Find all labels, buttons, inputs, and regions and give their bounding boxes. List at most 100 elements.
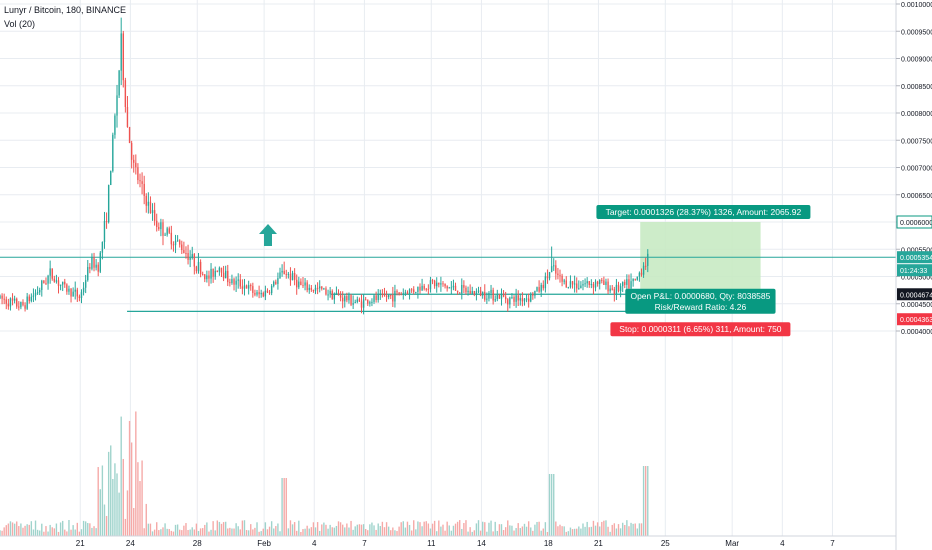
volume-bar bbox=[95, 528, 97, 536]
volume-bar bbox=[396, 531, 398, 536]
volume-bar bbox=[446, 521, 448, 536]
candle bbox=[149, 201, 152, 214]
volume-bar bbox=[5, 525, 7, 536]
time-tick-label: 4 bbox=[780, 539, 785, 548]
candle bbox=[603, 280, 605, 285]
candle bbox=[555, 265, 557, 274]
volume-bar bbox=[369, 524, 371, 536]
volume-indicator-label[interactable]: Vol (20) bbox=[4, 19, 36, 29]
volume-bar bbox=[218, 521, 221, 536]
candle bbox=[339, 295, 342, 298]
volume-bar bbox=[204, 524, 206, 536]
volume-bar bbox=[260, 531, 262, 536]
volume-bar bbox=[118, 492, 120, 536]
volume-bar bbox=[417, 521, 419, 536]
up-arrow-icon[interactable] bbox=[259, 224, 277, 246]
volume-bar bbox=[72, 525, 74, 536]
candle bbox=[30, 296, 33, 302]
candle bbox=[128, 126, 131, 144]
volume-bar bbox=[287, 528, 290, 536]
candle bbox=[193, 254, 196, 267]
volume-bar bbox=[210, 529, 212, 536]
volume-bar bbox=[394, 530, 396, 536]
position-labels: Target: 0.0001326 (28.37%) 1326, Amount:… bbox=[596, 205, 811, 337]
volume-bar bbox=[91, 527, 93, 536]
volume-bar bbox=[268, 526, 271, 536]
price-tick-label: 0.0007500 bbox=[901, 138, 932, 145]
symbol-title[interactable]: Lunyr / Bitcoin, 180, BINANCE bbox=[4, 5, 127, 15]
volume-bar bbox=[76, 522, 79, 536]
candle bbox=[538, 287, 540, 292]
volume-bar bbox=[442, 524, 444, 536]
volume-bar bbox=[467, 531, 469, 536]
volume-bar bbox=[151, 531, 154, 536]
candle bbox=[170, 232, 173, 245]
candle bbox=[360, 301, 363, 308]
volume-bar bbox=[195, 523, 198, 536]
volume-bar bbox=[293, 522, 296, 536]
volume-bar bbox=[130, 442, 133, 536]
volume-bar bbox=[475, 523, 478, 536]
candle bbox=[640, 272, 643, 275]
volume-bar bbox=[153, 529, 156, 536]
volume-bar bbox=[628, 526, 630, 536]
candle bbox=[329, 290, 331, 295]
candle bbox=[199, 261, 202, 275]
volume-bar bbox=[110, 445, 112, 536]
volume-bar bbox=[187, 529, 189, 536]
candle bbox=[11, 298, 14, 301]
countdown-tag-bg bbox=[897, 264, 932, 277]
candle bbox=[327, 294, 329, 296]
candle bbox=[145, 195, 147, 206]
candle bbox=[45, 283, 47, 285]
candle bbox=[626, 279, 628, 285]
volume-bar bbox=[410, 530, 413, 536]
volume-bar bbox=[571, 529, 574, 536]
volume-bar bbox=[275, 526, 277, 536]
volume-bar bbox=[626, 520, 628, 536]
candle bbox=[335, 292, 338, 295]
candle bbox=[417, 286, 419, 292]
volume-bar bbox=[400, 522, 402, 536]
candle bbox=[346, 296, 348, 301]
price-tick-label: 0.0008500 bbox=[901, 84, 932, 91]
volume-bar bbox=[120, 416, 122, 536]
candle bbox=[233, 279, 235, 285]
candle bbox=[373, 295, 375, 302]
candle bbox=[300, 281, 302, 286]
candle bbox=[316, 287, 319, 289]
volume-bar bbox=[337, 521, 340, 536]
volume-bar bbox=[561, 526, 563, 536]
candle bbox=[362, 299, 365, 308]
candle bbox=[446, 286, 448, 289]
volume-bar bbox=[266, 529, 269, 536]
volume-bar bbox=[325, 524, 327, 536]
volume-bar bbox=[80, 529, 83, 536]
candle bbox=[436, 282, 438, 287]
volume-bar bbox=[540, 530, 542, 536]
volume-bar bbox=[544, 522, 547, 536]
candle bbox=[613, 289, 616, 294]
time-axis[interactable]: 21 24 28 Feb 4 7 11 14 18 21 25 Mar 4 7 bbox=[0, 535, 896, 548]
volume-bar bbox=[624, 524, 626, 536]
candle bbox=[55, 280, 58, 282]
candle bbox=[465, 287, 467, 293]
candle bbox=[498, 294, 501, 299]
candle bbox=[333, 294, 336, 300]
candle bbox=[122, 33, 124, 81]
target-price-tag-bg bbox=[897, 216, 932, 228]
volume-bar bbox=[258, 531, 260, 536]
price-axis[interactable]: 0.0010000 0.0009500 0.0009000 0.0008500 0.00… bbox=[895, 0, 932, 550]
volume-bar bbox=[530, 527, 532, 536]
candle bbox=[139, 180, 141, 182]
volume-bar bbox=[233, 528, 235, 536]
volume-bar bbox=[135, 411, 137, 536]
price-tick-label: 0.0004500 bbox=[901, 302, 932, 309]
candle bbox=[490, 289, 492, 293]
candle bbox=[289, 273, 292, 281]
volume-bar bbox=[162, 527, 164, 536]
candle bbox=[452, 285, 455, 288]
candle bbox=[421, 285, 423, 291]
volume-bar bbox=[158, 530, 160, 536]
